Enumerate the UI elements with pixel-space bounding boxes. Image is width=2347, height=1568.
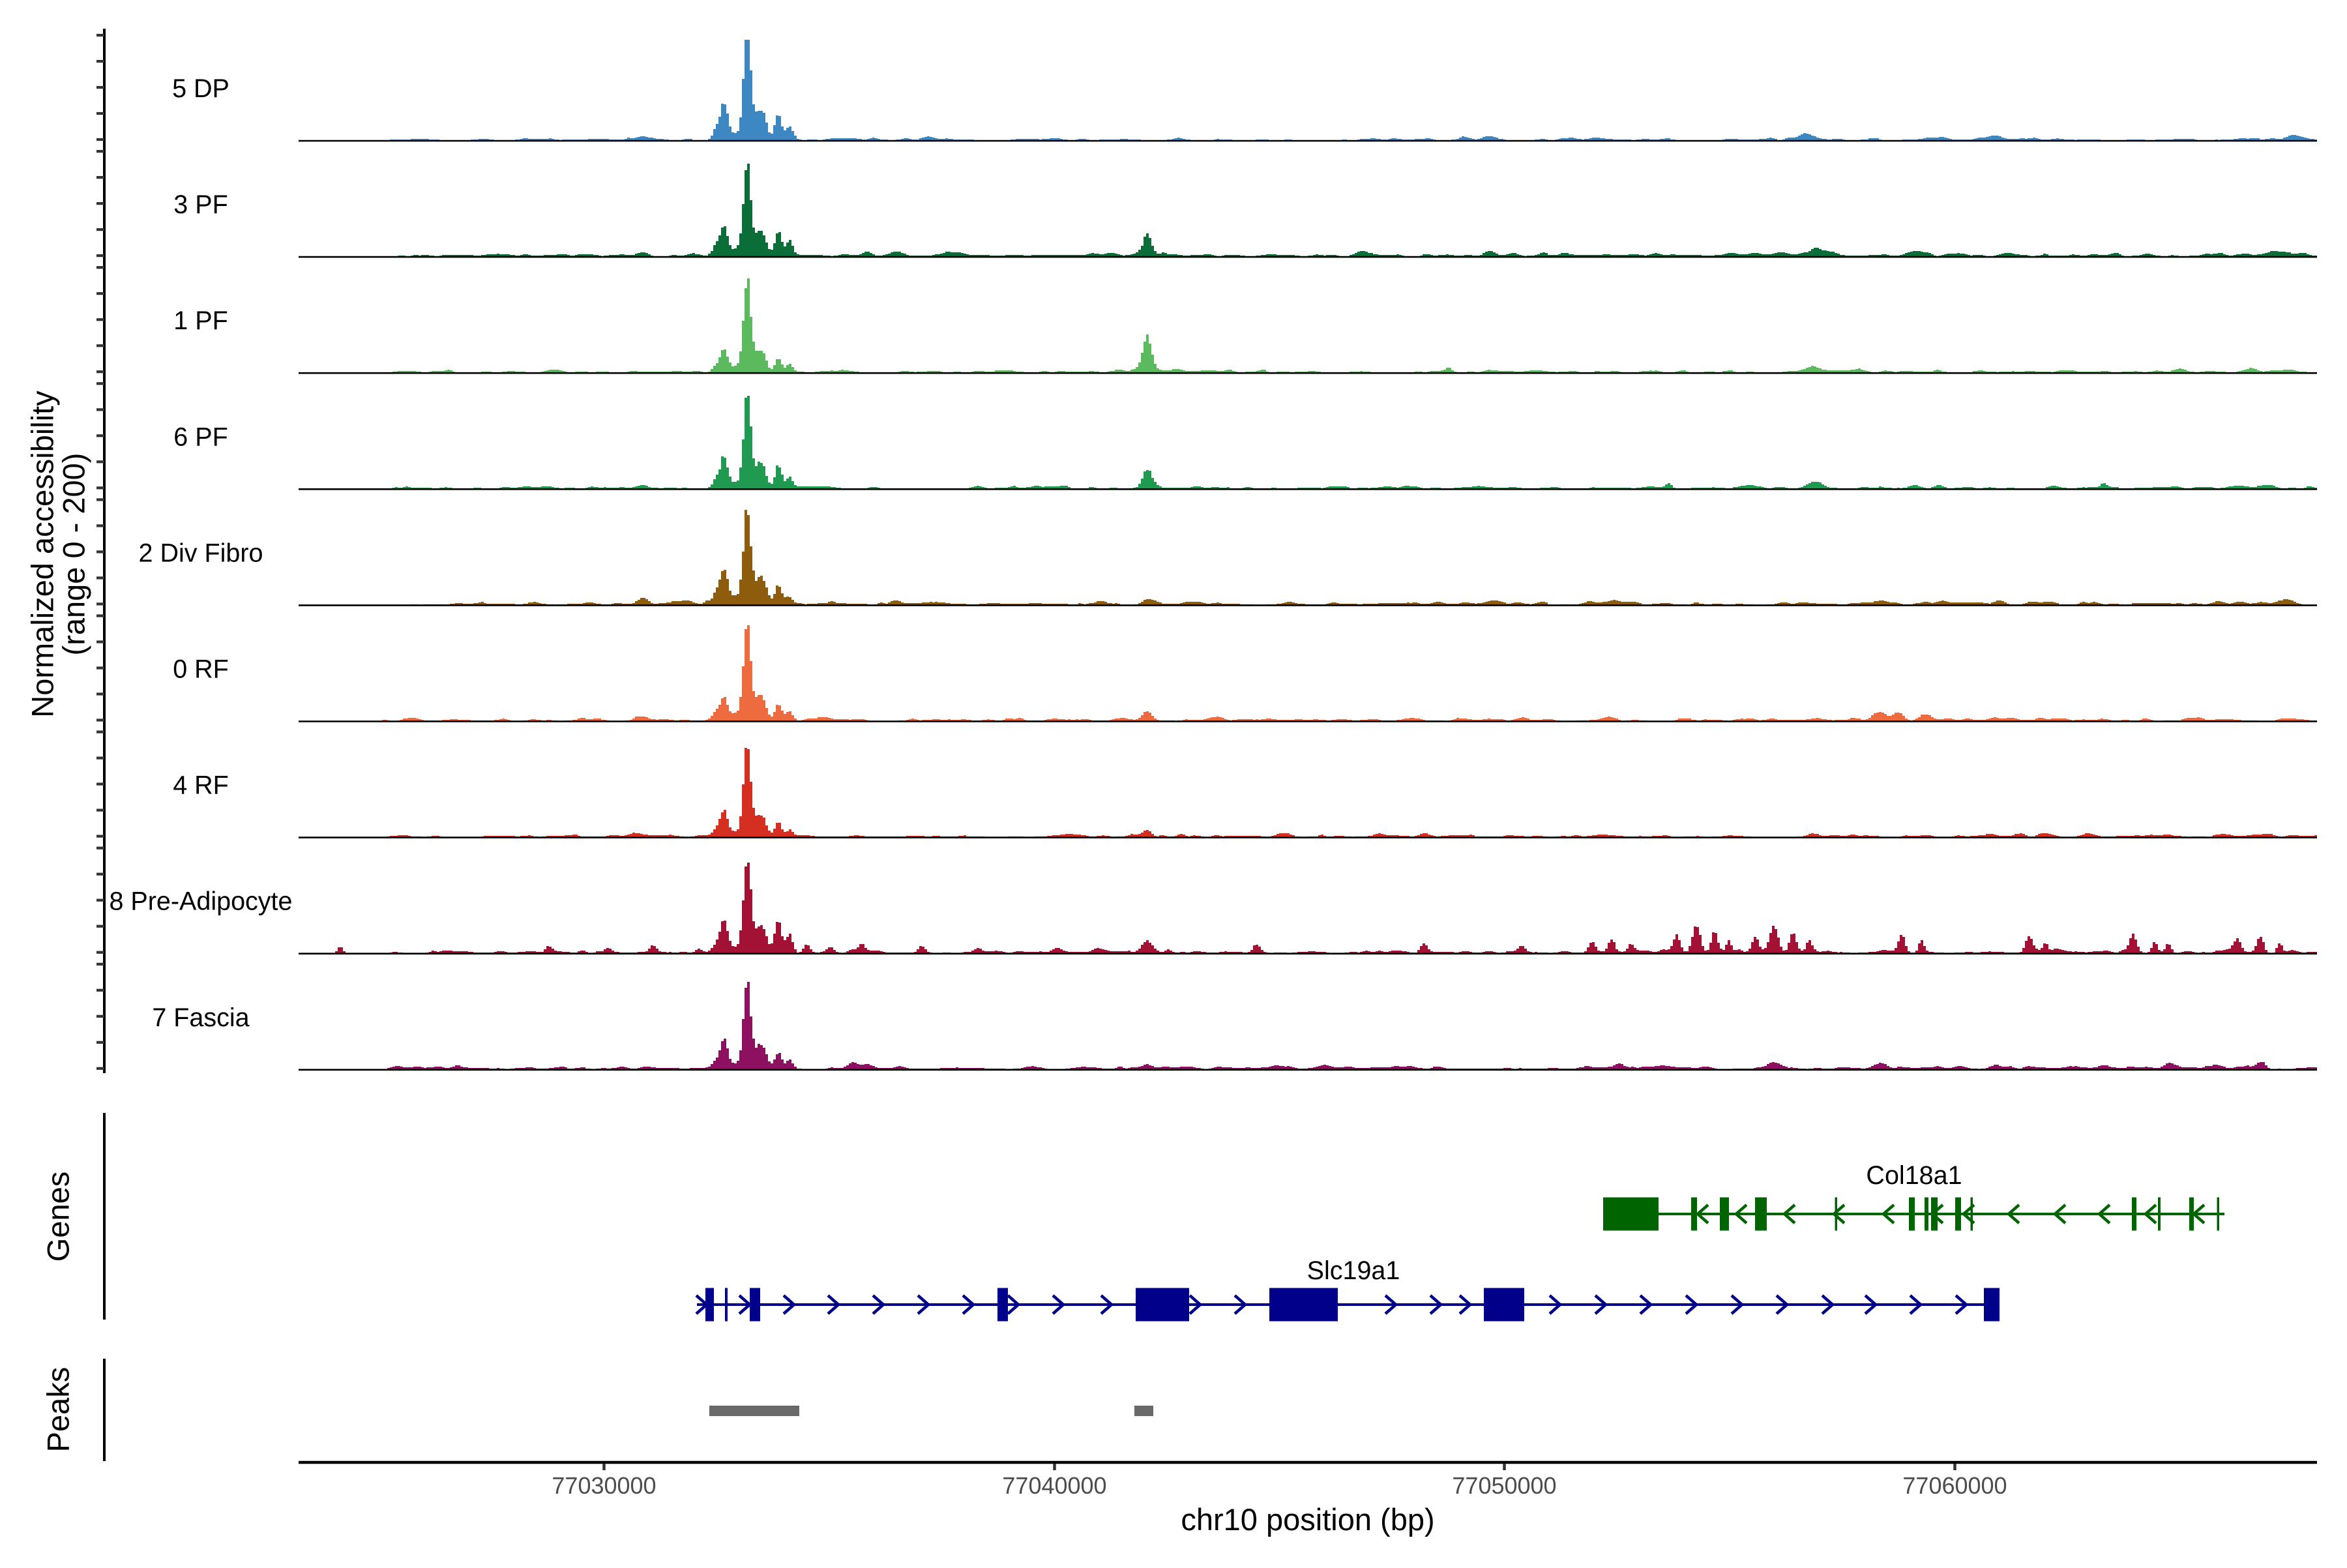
svg-text:77050000: 77050000 xyxy=(1452,1472,1556,1499)
svg-text:3 PF: 3 PF xyxy=(173,190,228,219)
svg-text:5 DP: 5 DP xyxy=(172,74,229,103)
svg-text:(range 0 - 200): (range 0 - 200) xyxy=(57,453,91,656)
svg-text:chr10 position (bp): chr10 position (bp) xyxy=(1181,1502,1434,1537)
svg-text:77060000: 77060000 xyxy=(1902,1472,2007,1499)
svg-text:6 PF: 6 PF xyxy=(173,422,228,451)
svg-text:Col18a1: Col18a1 xyxy=(1866,1161,1962,1190)
svg-text:Slc19a1: Slc19a1 xyxy=(1307,1256,1400,1285)
svg-text:2 Div Fibro: 2 Div Fibro xyxy=(139,539,263,567)
svg-text:1 PF: 1 PF xyxy=(173,306,228,335)
svg-text:77030000: 77030000 xyxy=(552,1472,656,1499)
svg-text:77040000: 77040000 xyxy=(1002,1472,1106,1499)
svg-text:7 Fascia: 7 Fascia xyxy=(152,1003,249,1032)
svg-text:8 Pre-Adipocyte: 8 Pre-Adipocyte xyxy=(109,887,292,916)
svg-text:Normalized accessibility: Normalized accessibility xyxy=(25,391,60,718)
svg-text:Peaks: Peaks xyxy=(41,1367,76,1453)
svg-text:4 RF: 4 RF xyxy=(173,771,229,800)
svg-text:Genes: Genes xyxy=(41,1172,76,1262)
svg-text:0 RF: 0 RF xyxy=(173,655,229,684)
